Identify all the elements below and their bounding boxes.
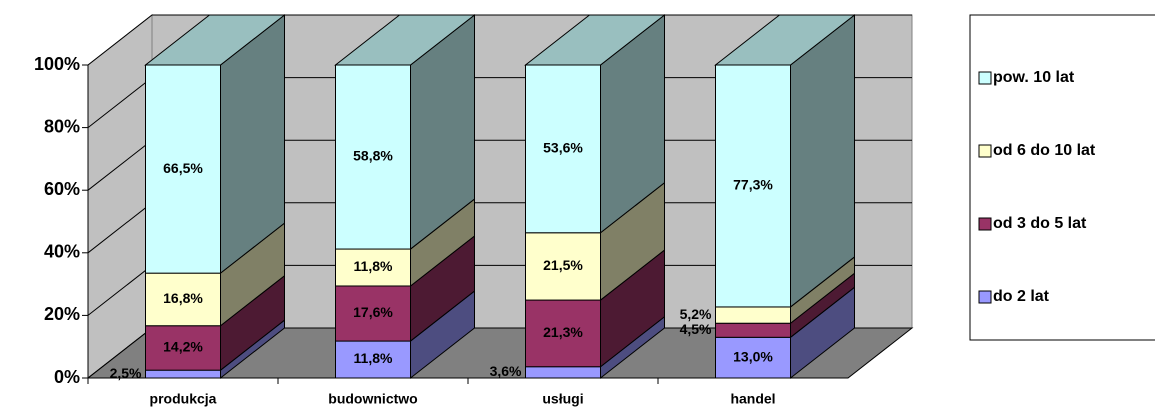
side-wall	[87, 13, 153, 380]
data-label: 4,5%	[680, 321, 712, 337]
bar	[335, 285, 411, 342]
legend-label: od 3 do 5 lat	[993, 215, 1087, 232]
bar	[145, 369, 221, 379]
bar	[335, 248, 411, 287]
legend-label: do 2 lat	[993, 288, 1050, 305]
bar	[715, 64, 791, 308]
y-tick-label: 60%	[44, 179, 80, 199]
x-tick-label: handel	[730, 391, 775, 407]
y-tick-label: 100%	[34, 54, 80, 74]
y-tick-label: 0%	[54, 367, 80, 387]
legend-box	[969, 14, 1155, 341]
bar-top	[714, 14, 856, 66]
data-label: 17,6%	[353, 304, 393, 320]
x-tick-label: budownictwo	[328, 391, 417, 407]
y-tick-label: 80%	[44, 116, 80, 136]
data-label: 13,0%	[733, 348, 773, 364]
bar-top	[334, 14, 476, 66]
legend-swatch	[978, 71, 992, 85]
bar	[715, 336, 791, 379]
data-label: 53,6%	[543, 140, 583, 156]
bar	[145, 272, 221, 327]
data-label: 14,2%	[163, 339, 203, 355]
legend-swatch	[978, 217, 992, 231]
x-tick-label: produkcja	[150, 391, 217, 407]
data-label: 11,8%	[354, 258, 393, 274]
bar	[145, 325, 221, 371]
data-label: 77,3%	[733, 177, 773, 193]
bar	[715, 322, 791, 338]
bar-top	[144, 14, 286, 66]
bar	[715, 306, 791, 324]
legend-label: od 6 do 10 lat	[993, 142, 1096, 159]
data-label: 16,8%	[163, 290, 203, 306]
bar	[335, 340, 411, 379]
x-tick-label: usługi	[542, 391, 583, 407]
bar-side	[790, 13, 855, 308]
data-label: 66,5%	[163, 160, 203, 176]
bar-top	[524, 14, 666, 66]
legend-swatch	[978, 290, 992, 304]
data-label: 58,8%	[353, 148, 393, 164]
data-label: 11,8%	[354, 350, 393, 366]
bar	[525, 366, 601, 379]
y-tick-label: 20%	[44, 304, 80, 324]
data-label: 21,3%	[543, 324, 583, 340]
bar	[525, 299, 601, 368]
legend-swatch	[978, 144, 992, 158]
y-tick-label: 40%	[44, 242, 80, 262]
data-label: 21,5%	[543, 257, 583, 273]
bar	[525, 232, 601, 301]
data-label: 2,5%	[110, 365, 142, 381]
bar	[525, 64, 601, 234]
data-label: 3,6%	[490, 363, 522, 379]
data-label: 5,2%	[680, 306, 712, 322]
bar	[145, 64, 221, 274]
legend-label: pow. 10 lat	[993, 69, 1075, 86]
